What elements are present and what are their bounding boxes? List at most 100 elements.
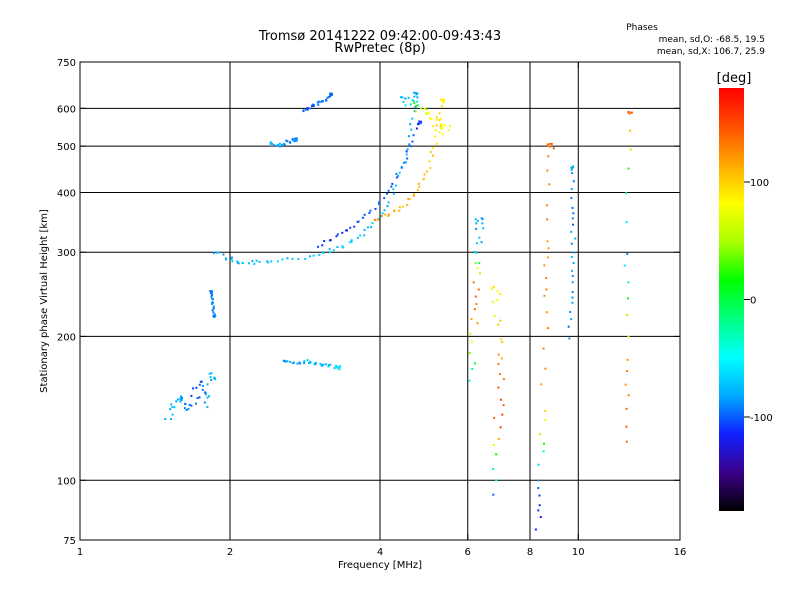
data-point bbox=[629, 129, 632, 132]
x-tick-label-16: 16 bbox=[674, 547, 687, 558]
data-point bbox=[399, 96, 402, 99]
data-point bbox=[374, 219, 377, 222]
cluster-5 bbox=[164, 372, 217, 420]
data-point bbox=[335, 235, 338, 238]
data-point bbox=[266, 260, 269, 263]
data-point bbox=[416, 189, 419, 191]
data-point bbox=[213, 313, 216, 316]
data-point bbox=[318, 253, 321, 256]
data-point bbox=[336, 246, 339, 248]
data-point bbox=[500, 398, 502, 401]
grid-layer bbox=[80, 62, 680, 540]
data-point bbox=[627, 281, 630, 284]
data-point bbox=[378, 203, 380, 205]
data-point bbox=[173, 406, 176, 409]
data-point bbox=[409, 103, 412, 106]
data-point bbox=[357, 236, 359, 239]
data-point bbox=[304, 258, 307, 260]
data-point bbox=[570, 188, 573, 190]
data-point bbox=[442, 101, 445, 104]
data-point bbox=[367, 226, 369, 229]
data-point bbox=[329, 94, 332, 97]
data-point bbox=[381, 212, 384, 215]
data-point bbox=[384, 213, 387, 216]
data-point bbox=[322, 252, 325, 254]
data-point bbox=[276, 144, 279, 147]
data-point bbox=[284, 360, 287, 363]
data-point bbox=[413, 95, 416, 98]
data-point bbox=[206, 396, 209, 399]
data-point bbox=[538, 433, 541, 436]
data-point bbox=[208, 372, 211, 375]
data-point bbox=[493, 314, 496, 317]
colorbar-tick-label-0: 0 bbox=[750, 296, 756, 307]
data-point bbox=[626, 370, 629, 372]
data-point bbox=[492, 467, 495, 470]
data-point bbox=[571, 269, 574, 272]
cluster-8 bbox=[269, 137, 298, 148]
data-point bbox=[570, 230, 573, 233]
data-point bbox=[438, 119, 441, 122]
data-point bbox=[394, 184, 397, 187]
data-point bbox=[296, 362, 299, 365]
data-point bbox=[336, 233, 339, 236]
data-point bbox=[439, 125, 442, 128]
data-point bbox=[387, 201, 390, 204]
data-point bbox=[404, 161, 407, 164]
data-point bbox=[418, 120, 421, 123]
data-point bbox=[546, 143, 549, 146]
data-point bbox=[472, 281, 475, 284]
data-point bbox=[363, 229, 366, 231]
data-point bbox=[341, 231, 344, 234]
data-point bbox=[329, 92, 332, 95]
data-point bbox=[414, 105, 417, 108]
data-point bbox=[317, 103, 320, 106]
x-axis-label: Frequency [MHz] bbox=[338, 560, 422, 571]
data-point bbox=[439, 98, 442, 101]
data-point bbox=[303, 362, 306, 364]
y-tick-label-100: 100 bbox=[57, 476, 76, 487]
data-point bbox=[409, 145, 412, 148]
data-point bbox=[540, 383, 543, 386]
data-point bbox=[212, 307, 215, 310]
data-point bbox=[393, 209, 396, 212]
data-point bbox=[440, 105, 443, 108]
data-point bbox=[391, 182, 394, 185]
data-point bbox=[428, 160, 431, 163]
data-point bbox=[571, 206, 574, 209]
colorbar-tick-label--100: -100 bbox=[750, 413, 773, 424]
data-point bbox=[537, 509, 540, 512]
data-point bbox=[291, 362, 294, 365]
data-point bbox=[211, 294, 213, 297]
data-point bbox=[327, 364, 330, 366]
data-point bbox=[502, 404, 505, 407]
data-point bbox=[501, 413, 504, 416]
data-point bbox=[386, 192, 388, 195]
data-point bbox=[630, 111, 633, 114]
data-point bbox=[171, 406, 174, 409]
data-point bbox=[474, 262, 477, 265]
data-point bbox=[491, 287, 494, 290]
data-point bbox=[333, 367, 336, 370]
data-point bbox=[403, 161, 406, 164]
data-point bbox=[626, 358, 629, 361]
data-point bbox=[338, 365, 341, 368]
data-point bbox=[468, 352, 471, 355]
data-point bbox=[570, 255, 573, 258]
phase-box-title: Phases bbox=[626, 23, 658, 33]
data-point bbox=[473, 362, 476, 365]
data-point bbox=[475, 222, 478, 225]
y-tick-label-500: 500 bbox=[57, 142, 76, 153]
data-point bbox=[269, 143, 272, 145]
data-point bbox=[425, 108, 428, 111]
data-point bbox=[476, 242, 478, 245]
data-point bbox=[406, 203, 409, 206]
cluster-0 bbox=[212, 91, 419, 265]
data-point bbox=[627, 297, 629, 300]
x-tick-label-4: 4 bbox=[377, 547, 383, 558]
data-point bbox=[419, 107, 422, 110]
data-point bbox=[476, 322, 479, 325]
colorbar-tick-label-100: 100 bbox=[750, 178, 769, 189]
data-point bbox=[327, 365, 330, 368]
colorbar-label: [deg] bbox=[717, 71, 752, 86]
